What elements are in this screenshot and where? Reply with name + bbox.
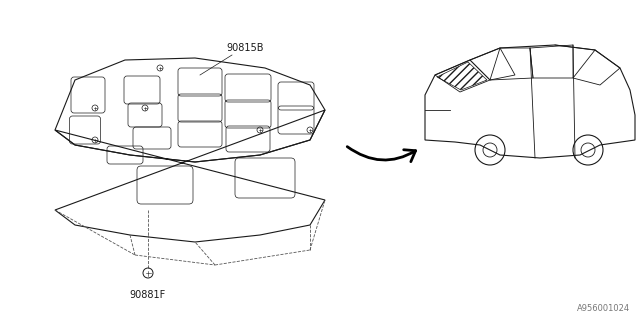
Text: 90815B: 90815B [227,43,264,53]
Text: 90881F: 90881F [130,290,166,300]
FancyArrowPatch shape [348,147,415,162]
Text: A956001024: A956001024 [577,304,630,313]
